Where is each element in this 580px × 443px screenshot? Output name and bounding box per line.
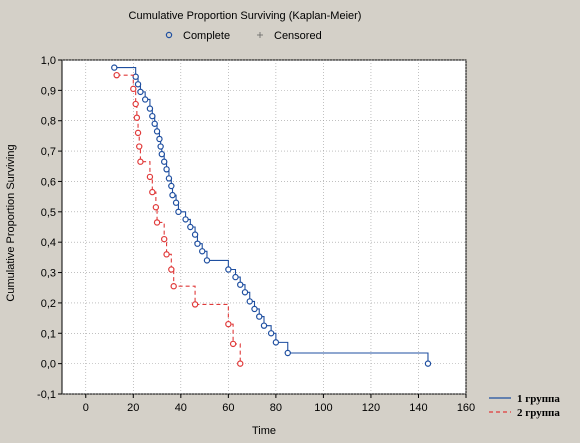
series-1-point [284,349,291,357]
x-tick-label: 120 [362,402,380,414]
y-tick-label: 0,7 [41,146,56,158]
series-1-point [241,289,249,296]
series-1-point [132,73,139,80]
series-legend: 1 группа 2 группа [489,393,560,419]
legend-series-2-label: 2 группа [517,407,560,419]
series-2-point [160,235,168,243]
series-2-point [133,114,141,121]
series-1-point [160,158,168,165]
series-1-point [246,298,253,305]
series-1-point [267,330,275,337]
series-layer [111,64,432,367]
x-tick-label: 40 [175,402,187,414]
series-2-point [237,360,244,367]
series-2-point [134,129,142,137]
legend-censored-label: Censored [274,30,322,42]
series-2-point [168,266,175,273]
series-1-point [260,322,268,329]
y-tick-label: 0,6 [41,176,56,188]
series-1-point [256,313,263,320]
series-2-point [191,301,199,308]
series-1-point [237,281,244,288]
series-1-point [163,166,170,173]
series-1-point [225,266,232,273]
x-tick-label: 60 [222,402,234,414]
series-1-point [187,223,194,231]
series-1-point [272,339,280,346]
series-1-point [172,199,180,206]
series-2-point [225,320,232,328]
series-2-point [137,158,144,165]
legend-series-1-label: 1 группа [517,393,560,405]
y-axis-label: Cumulative Proportion Surviving [5,144,17,301]
series-1-point [158,150,166,158]
axis-ticks: 0 20 40 60 80 100 120 140 160 -0,1 0,0 0,1 0,2 0,3 0,4… [37,55,475,414]
series-2-point [153,219,161,226]
y-tick-label: 0,5 [41,207,56,219]
y-tick-label: 0,8 [41,116,56,128]
series-2-point [149,188,156,196]
series-1-point [151,120,158,127]
x-tick-label: 140 [409,402,427,414]
x-tick-label: 100 [314,402,332,414]
series-1-point [169,191,176,199]
y-tick-label: 0,9 [41,85,56,97]
series-2-point [170,283,177,290]
series-1-point [194,240,201,247]
legend-complete-label: Complete [183,30,230,42]
series-1-point [111,64,118,71]
x-axis-label: Time [252,425,276,437]
y-tick-label: 0,4 [41,237,56,249]
complete-marker-icon [165,31,173,39]
series-1-point [182,216,189,223]
censored-marker-icon [257,32,263,38]
series-2-point [146,173,154,181]
series-1-point [156,135,163,143]
series-2-point [229,340,237,348]
series-1-point [424,360,432,367]
series-1-point [149,112,156,120]
grid-lines [62,59,467,395]
series-1-point [203,257,211,264]
series-2-point [132,100,139,108]
x-tick-label: 20 [127,402,139,414]
series-1-point [141,96,149,103]
series-2-point [152,204,160,211]
y-tick-label: 0,3 [41,268,56,280]
series-1-point [134,81,142,88]
series-2-point [113,71,120,79]
plot-area [61,59,467,395]
y-tick-label: 0,2 [41,298,56,310]
x-tick-label: 0 [83,402,89,414]
series-1-point [232,273,239,281]
x-tick-label: 160 [457,402,475,414]
series-2-point [163,251,170,258]
chart-title: Cumulative Proportion Surviving (Kaplan-… [129,10,362,22]
marker-legend: Complete Censored [165,30,322,42]
y-tick-label: 0,0 [41,359,56,371]
y-tick-label: 1,0 [41,55,56,67]
series-2-point [136,143,143,150]
y-tick-label: -0,1 [37,389,56,401]
y-tick-label: 0,1 [41,328,56,340]
series-1-point [175,208,182,216]
series-1-point [168,182,175,190]
series-1-point [251,305,258,313]
series-1-point [137,88,144,96]
x-tick-label: 80 [270,402,282,414]
series-1-point [146,105,154,112]
series-1-point [153,128,161,135]
series-1-point [191,231,199,238]
series-1-point [157,143,164,150]
series-2-point [130,85,137,93]
series-1-point [165,175,173,182]
series-1-point [199,248,206,255]
